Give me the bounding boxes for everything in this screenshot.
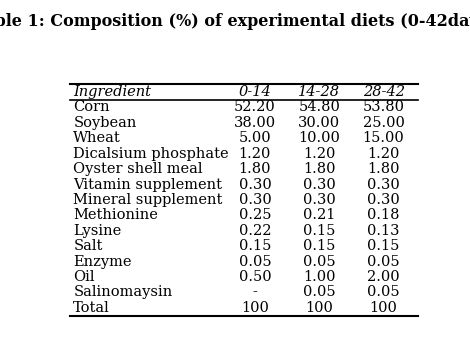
Text: Salt: Salt <box>73 239 102 253</box>
Text: 14-28: 14-28 <box>298 85 340 99</box>
Text: 0.30: 0.30 <box>367 178 400 191</box>
Text: 5.00: 5.00 <box>239 131 271 145</box>
Text: 0.13: 0.13 <box>368 224 400 238</box>
Text: 0.15: 0.15 <box>303 224 336 238</box>
Text: 0.30: 0.30 <box>239 178 271 191</box>
Text: 0.30: 0.30 <box>239 193 271 207</box>
Text: 10.00: 10.00 <box>298 131 340 145</box>
Text: 0.50: 0.50 <box>239 270 271 284</box>
Text: 100: 100 <box>370 301 398 315</box>
Text: 0.15: 0.15 <box>239 239 271 253</box>
Text: -: - <box>252 285 258 300</box>
Text: 30.00: 30.00 <box>298 116 340 130</box>
Text: Total: Total <box>73 301 110 315</box>
Text: Corn: Corn <box>73 100 110 114</box>
Text: Methionine: Methionine <box>73 208 158 222</box>
Text: 0.05: 0.05 <box>368 285 400 300</box>
Text: Lysine: Lysine <box>73 224 122 238</box>
Text: 0.25: 0.25 <box>239 208 271 222</box>
Text: 0.30: 0.30 <box>303 193 336 207</box>
Text: 1.20: 1.20 <box>303 147 336 161</box>
Text: 53.80: 53.80 <box>363 100 405 114</box>
Text: 0.05: 0.05 <box>303 254 336 269</box>
Text: 1.20: 1.20 <box>239 147 271 161</box>
Text: 38.00: 38.00 <box>234 116 276 130</box>
Text: 2.00: 2.00 <box>368 270 400 284</box>
Text: 25.00: 25.00 <box>363 116 405 130</box>
Text: 1.00: 1.00 <box>303 270 336 284</box>
Text: 15.00: 15.00 <box>363 131 405 145</box>
Text: 0.05: 0.05 <box>368 254 400 269</box>
Text: Oil: Oil <box>73 270 95 284</box>
Text: 0-14: 0-14 <box>239 85 271 99</box>
Text: 1.80: 1.80 <box>239 162 271 176</box>
Text: Mineral supplement: Mineral supplement <box>73 193 223 207</box>
Text: Ingredient: Ingredient <box>73 85 151 99</box>
Text: Wheat: Wheat <box>73 131 121 145</box>
Text: 0.21: 0.21 <box>303 208 336 222</box>
Text: Dicalsium phosphate: Dicalsium phosphate <box>73 147 229 161</box>
Text: 52.20: 52.20 <box>234 100 276 114</box>
Text: 100: 100 <box>306 301 333 315</box>
Text: 1.20: 1.20 <box>368 147 400 161</box>
Text: Salinomaysin: Salinomaysin <box>73 285 172 300</box>
Text: Oyster shell meal: Oyster shell meal <box>73 162 203 176</box>
Text: 0.30: 0.30 <box>367 193 400 207</box>
Text: 54.80: 54.80 <box>298 100 340 114</box>
Text: Vitamin supplement: Vitamin supplement <box>73 178 222 191</box>
Text: 0.15: 0.15 <box>368 239 400 253</box>
Text: Soybean: Soybean <box>73 116 137 130</box>
Text: Enzyme: Enzyme <box>73 254 132 269</box>
Text: 0.05: 0.05 <box>303 285 336 300</box>
Text: Table 1: Composition (%) of experimental diets (0-42days): Table 1: Composition (%) of experimental… <box>0 13 470 30</box>
Text: 28-42: 28-42 <box>363 85 405 99</box>
Text: 100: 100 <box>241 301 269 315</box>
Text: 1.80: 1.80 <box>303 162 336 176</box>
Text: 0.15: 0.15 <box>303 239 336 253</box>
Text: 0.05: 0.05 <box>239 254 271 269</box>
Text: 0.22: 0.22 <box>239 224 271 238</box>
Text: 0.30: 0.30 <box>303 178 336 191</box>
Text: 0.18: 0.18 <box>368 208 400 222</box>
Text: 1.80: 1.80 <box>368 162 400 176</box>
